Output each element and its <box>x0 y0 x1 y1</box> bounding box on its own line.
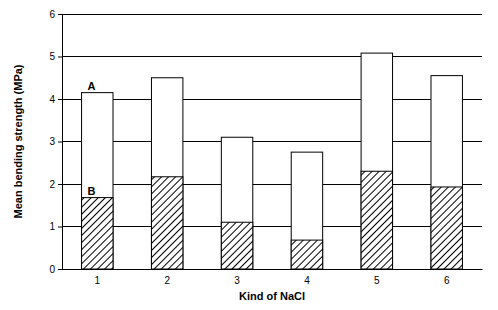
series <box>82 53 463 269</box>
bar <box>291 240 322 269</box>
tick: 1 <box>95 269 101 286</box>
tick-mark <box>58 184 62 185</box>
tick: 6 <box>444 269 450 286</box>
tick: 2 <box>164 269 170 286</box>
bar <box>82 93 113 269</box>
bar <box>431 76 462 269</box>
tick-label: 4 <box>304 275 310 286</box>
bar <box>151 177 182 269</box>
tick-mark <box>58 99 62 100</box>
tick: 6 <box>49 9 62 20</box>
tick-mark <box>58 142 62 143</box>
tick-label: 3 <box>234 275 240 286</box>
grid-line <box>62 141 482 142</box>
tick-label: 1 <box>49 221 55 232</box>
tick-label: 5 <box>374 275 380 286</box>
y-axis: 0 1 2 3 4 5 6 <box>49 9 62 275</box>
grid-line <box>62 14 482 15</box>
axis-line <box>63 269 483 270</box>
tick: 5 <box>374 269 380 286</box>
bar <box>82 198 113 269</box>
tick-label: 1 <box>95 275 101 286</box>
annotation: A <box>88 80 96 92</box>
y-axis-title: Mean bending strength (MPa) <box>12 64 24 218</box>
tick-mark <box>58 269 62 270</box>
bar <box>221 137 252 269</box>
bar <box>361 171 392 269</box>
grid-line <box>62 226 482 227</box>
x-axis: 1 2 3 4 5 6 <box>63 269 483 286</box>
tick: 2 <box>49 179 62 190</box>
grid-line <box>62 56 482 57</box>
bar <box>431 187 462 269</box>
tick-label: 6 <box>49 9 55 20</box>
tick-mark <box>58 14 62 15</box>
tick: 4 <box>304 269 310 286</box>
tick-label: 5 <box>49 51 55 62</box>
tick: 1 <box>49 221 62 232</box>
grid-line <box>62 99 482 100</box>
plot: 0 1 2 3 4 5 6 1 2 3 4 5 6 A B <box>49 9 482 286</box>
bar <box>221 222 252 269</box>
axis-line <box>58 15 63 270</box>
bar <box>151 78 182 269</box>
tick-label: 2 <box>49 179 55 190</box>
tick: 0 <box>49 264 62 275</box>
tick-mark <box>58 227 62 228</box>
tick: 4 <box>49 94 62 105</box>
chart: 0 1 2 3 4 5 6 1 2 3 4 5 6 A B Kind of NaCl Mean bending … <box>0 0 498 310</box>
grid <box>62 14 482 269</box>
grid-line <box>62 184 482 185</box>
tick-mark <box>58 57 62 58</box>
tick: 3 <box>49 136 62 147</box>
bar <box>361 53 392 269</box>
tick-label: 3 <box>49 136 55 147</box>
x-axis-title: Kind of NaCl <box>239 290 305 302</box>
grid-line <box>62 269 482 270</box>
tick-label: 4 <box>49 94 55 105</box>
bar <box>291 152 322 269</box>
tick-label: 0 <box>49 264 55 275</box>
annotation: B <box>88 185 96 197</box>
tick: 3 <box>234 269 240 286</box>
bars <box>82 53 463 269</box>
tick-label: 2 <box>164 275 170 286</box>
series <box>82 171 463 269</box>
tick: 5 <box>49 51 62 62</box>
tick-label: 6 <box>444 275 450 286</box>
